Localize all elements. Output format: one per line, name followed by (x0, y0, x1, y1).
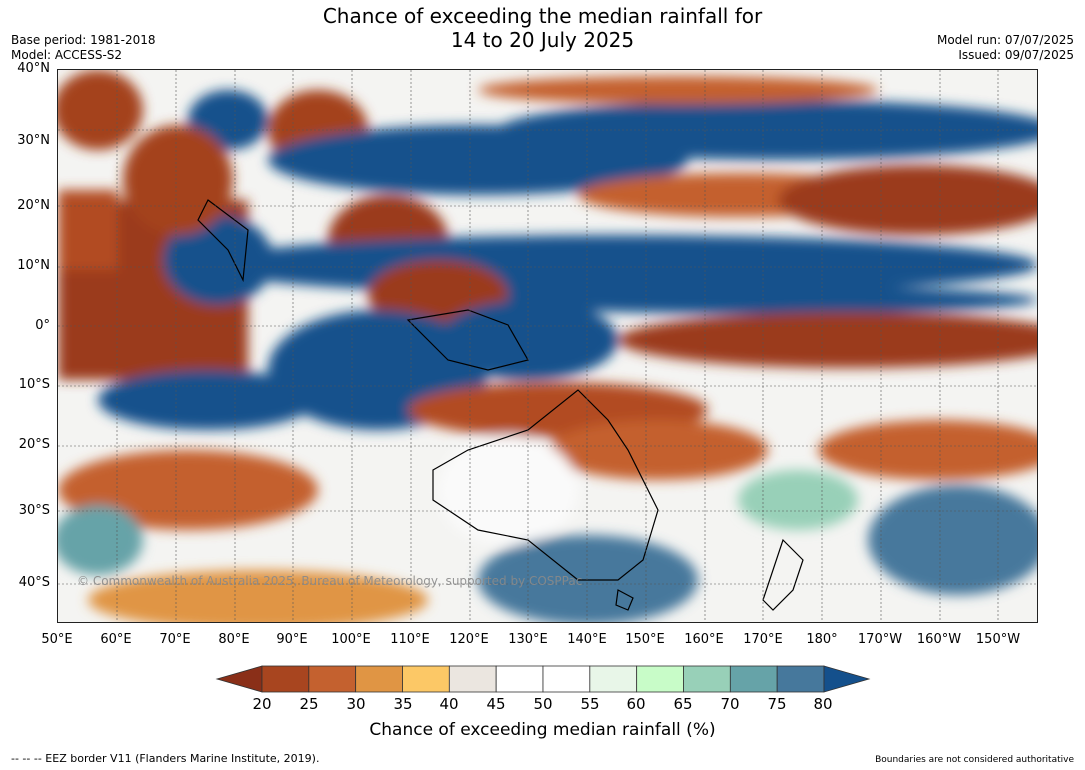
colorbar-extend-high (823, 665, 871, 693)
colorbar-cell (729, 665, 778, 693)
colorbar-tick-65: 65 (673, 695, 693, 713)
lon-label-80e: 80°E (218, 632, 250, 647)
colorbar-cell (776, 665, 825, 693)
eez-note: -- -- -- EEZ border V11 (Flanders Marine… (11, 752, 320, 765)
colorbar-tick-20: 20 (252, 695, 272, 713)
lon-label-180: 180° (806, 632, 838, 647)
lat-label-20s: 20°S (18, 437, 50, 452)
lon-label-150w: 150°W (975, 632, 1021, 647)
lat-label-40s: 40°S (18, 575, 50, 590)
lon-label-160w: 160°W (916, 632, 962, 647)
issued-text: Issued: 09/07/2025 (958, 48, 1074, 62)
colorbar-cell (683, 665, 731, 693)
colorbar-tick-40: 40 (439, 695, 459, 713)
colorbar-tick-75: 75 (767, 695, 787, 713)
colorbar-cell (355, 665, 403, 693)
lon-label-150e: 150°E (625, 632, 665, 647)
colorbar-tick-55: 55 (580, 695, 600, 713)
base-period-text: Base period: 1981-2018 (11, 33, 156, 47)
colorbar-tick-60: 60 (626, 695, 646, 713)
coastline-outline (197, 199, 804, 611)
colorbar-title: Chance of exceeding median rainfall (%) (369, 720, 716, 740)
lon-label-90e: 90°E (276, 632, 308, 647)
rainfall-map-canvas (58, 70, 1037, 622)
map-title-line2: 14 to 20 July 2025 (450, 28, 635, 52)
colorbar-cell (448, 665, 497, 693)
model-run-text: Model run: 07/07/2025 (936, 33, 1074, 47)
lon-label-100e: 100°E (331, 632, 371, 647)
colorbar-cell (636, 665, 684, 693)
lat-label-10n: 10°N (17, 258, 50, 273)
lat-label-0: 0° (35, 318, 50, 333)
lat-label-30s: 30°S (18, 503, 50, 518)
boundaries-disclaimer: Boundaries are not considered authoritat… (875, 755, 1074, 765)
lon-label-70e: 70°E (159, 632, 191, 647)
map-title-line1: Chance of exceeding the median rainfall … (322, 4, 763, 28)
lon-label-120e: 120°E (449, 632, 489, 647)
colorbar-tick-70: 70 (720, 695, 740, 713)
lon-label-60e: 60°E (100, 632, 132, 647)
colorbar-extend-low (215, 665, 263, 693)
copyright-watermark: © Commonwealth of Australia 2025, Bureau… (77, 574, 583, 588)
meta-left: Base period: 1981-2018 Model: ACCESS-S2 (11, 33, 156, 63)
colorbar-tick-25: 25 (299, 695, 319, 713)
colorbar-tick-80: 80 (813, 695, 833, 713)
rainfall-map (57, 69, 1038, 623)
lon-label-170e: 170°E (743, 632, 783, 647)
lat-label-40n: 40°N (17, 61, 50, 76)
lon-label-140e: 140°E (567, 632, 607, 647)
colorbar-cell (261, 665, 310, 693)
model-text: Model: ACCESS-S2 (11, 48, 123, 62)
meta-right: Model run: 07/07/2025 Issued: 09/07/2025 (937, 33, 1074, 63)
colorbar-cell (308, 665, 357, 693)
colorbar-tick-35: 35 (393, 695, 413, 713)
colorbar-tick-30: 30 (346, 695, 366, 713)
lon-label-110e: 110°E (390, 632, 430, 647)
colorbar-cell (402, 665, 450, 693)
lat-label-20n: 20°N (17, 198, 50, 213)
colorbar-cell (589, 665, 638, 693)
colorbar-cell (542, 665, 591, 693)
lat-label-30n: 30°N (17, 133, 50, 148)
colorbar-tick-45: 45 (486, 695, 506, 713)
map-title: Chance of exceeding the median rainfall … (0, 4, 1085, 52)
colorbar-cell (495, 665, 544, 693)
lon-label-130e: 130°E (508, 632, 548, 647)
lat-label-10s: 10°S (18, 377, 50, 392)
colorbar (215, 665, 871, 693)
lon-label-160e: 160°E (684, 632, 724, 647)
graticule (58, 70, 1037, 622)
lon-label-50e: 50°E (41, 632, 73, 647)
lon-label-170w: 170°W (857, 632, 903, 647)
colorbar-tick-50: 50 (533, 695, 553, 713)
